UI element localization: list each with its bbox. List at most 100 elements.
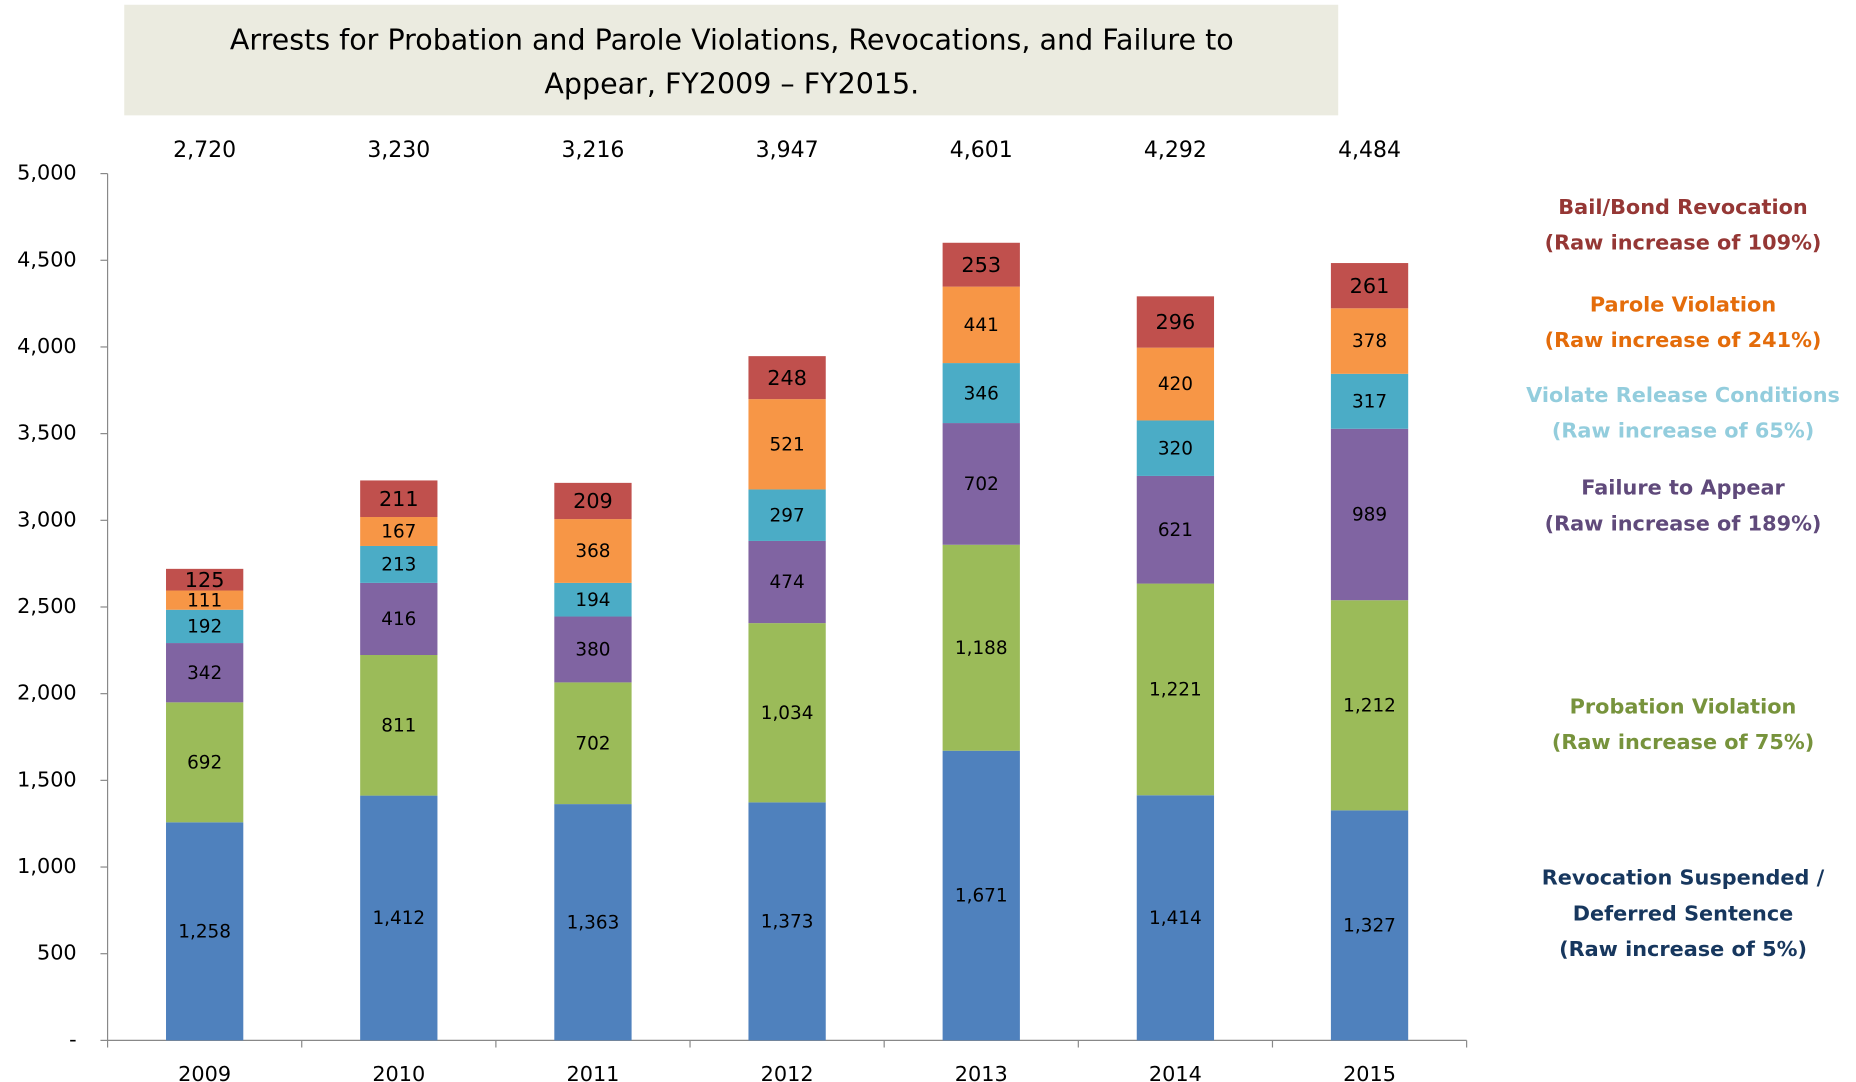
data-label: 1,258: [178, 922, 231, 943]
data-label: 346: [964, 383, 999, 404]
x-tick-label: 2010: [372, 1062, 425, 1082]
data-label: 380: [575, 640, 610, 661]
bar-segment: [360, 545, 438, 583]
legend-entry: Bail/Bond Revocation (Raw increase of 109…: [1505, 190, 1856, 261]
data-label: 1,412: [372, 908, 425, 929]
bar-segment: [942, 750, 1020, 1041]
x-tick-label: 2013: [955, 1062, 1008, 1082]
bar-segment: [554, 482, 632, 520]
bar-segment: [360, 795, 438, 1041]
data-label: 209: [573, 489, 613, 513]
data-label: 297: [770, 505, 805, 526]
data-label: 111: [187, 590, 222, 611]
data-label: 420: [1158, 374, 1193, 395]
bar-segment: [554, 519, 632, 583]
legend-note: (Raw increase of 189%): [1544, 512, 1822, 537]
data-label: 213: [381, 555, 416, 576]
bar-segment: [1136, 420, 1215, 476]
legend-entry: Probation Violation (Raw increase of 75%): [1505, 690, 1856, 761]
bar-segment: [360, 655, 438, 796]
data-label: 621: [1158, 520, 1193, 541]
bar-segment: [1136, 583, 1215, 796]
legend-entry: Failure to Appear (Raw increase of 189%): [1505, 471, 1856, 542]
legend-entry: Bail/Bond Revocation (Raw increase of 109…: [1505, 190, 1856, 261]
data-label: 1,327: [1343, 916, 1396, 937]
bar-segment: [166, 702, 244, 823]
data-label: 521: [770, 434, 805, 455]
legend-name: Revocation Suspended / Deferred Sentence: [1541, 866, 1825, 927]
data-label: 702: [575, 733, 610, 754]
data-label: 167: [381, 522, 416, 543]
bar-segment: [1330, 373, 1409, 429]
y-tick-label: 3,500: [17, 421, 77, 445]
legend-note: (Raw increase of 5%): [1559, 938, 1807, 962]
data-label: 368: [575, 541, 610, 562]
data-label: 248: [767, 366, 807, 390]
bar-segment: [1136, 347, 1215, 421]
legend-entry: Probation Violation (Raw increase of 75%): [1505, 690, 1856, 761]
legend-entry: Violate Release Conditions (Raw increase …: [1505, 378, 1856, 449]
bar-segment: [1330, 263, 1409, 309]
bar-segment: [360, 517, 438, 546]
bar-segment: [748, 399, 826, 490]
bar-segment: [1330, 600, 1409, 811]
bar-segment: [1136, 296, 1215, 348]
bar-segment: [748, 356, 826, 400]
total-label: 3,947: [756, 138, 819, 163]
legend-entry: Parole Violation (Raw increase of 241%): [1505, 288, 1856, 359]
bar-segment: [748, 489, 826, 541]
y-tick-label: 1,000: [17, 854, 77, 878]
bar-segment: [748, 540, 826, 624]
total-label: 4,292: [1144, 138, 1207, 163]
x-tick-label: 2014: [1149, 1062, 1202, 1082]
bar-segment: [942, 423, 1020, 545]
x-tick-label: 2015: [1343, 1062, 1396, 1082]
bar-segment: [748, 802, 826, 1041]
total-label: 3,230: [367, 138, 430, 163]
bar-segment: [942, 363, 1020, 424]
data-label: 1,221: [1149, 680, 1202, 701]
title-box: [124, 4, 1339, 116]
total-label: 3,216: [561, 138, 624, 163]
y-tick-label: 2,000: [17, 681, 77, 705]
y-tick-label: 2,500: [17, 594, 77, 618]
bar-segment: [554, 582, 632, 617]
data-label: 125: [185, 568, 225, 592]
y-tick-label: 5,000: [17, 161, 77, 185]
data-label: 1,373: [761, 912, 814, 933]
data-label: 416: [381, 609, 416, 630]
data-label: 320: [1158, 438, 1193, 459]
bar-segment: [554, 682, 632, 805]
y-tick-label: 3,000: [17, 507, 77, 531]
data-label: 1,188: [955, 638, 1008, 659]
bar-segment: [360, 582, 438, 656]
total-label: 4,484: [1338, 138, 1401, 163]
bar-segment: [1330, 810, 1409, 1041]
data-label: 1,363: [567, 912, 620, 933]
legend-entry: Failure to Appear (Raw increase of 189%): [1505, 471, 1856, 542]
total-label: 4,601: [950, 138, 1013, 163]
bar-segment: [942, 544, 1020, 751]
data-label: 1,212: [1343, 695, 1396, 716]
data-label: 1,414: [1149, 908, 1202, 929]
data-label: 296: [1156, 310, 1196, 334]
y-tick-label: 1,500: [17, 767, 77, 791]
legend-name: Parole Violation: [1589, 293, 1777, 318]
legend-note: (Raw increase of 75%): [1551, 731, 1815, 756]
data-label: 378: [1352, 331, 1387, 352]
data-label: 692: [187, 753, 222, 774]
bar-segment: [360, 480, 438, 518]
legend-entry: Violate Release Conditions (Raw increase …: [1505, 378, 1856, 449]
data-label: 194: [575, 590, 610, 611]
legend-name: Probation Violation: [1569, 695, 1797, 720]
legend-name: Failure to Appear: [1581, 476, 1785, 501]
bar-segment: [942, 242, 1020, 287]
legend-note: (Raw increase of 65%): [1551, 419, 1815, 444]
chart-title: Appear, FY2009 – FY2015.: [544, 68, 919, 101]
bar-segment: [166, 568, 244, 591]
y-tick-label: 4,500: [17, 247, 77, 271]
data-label: 474: [770, 572, 805, 593]
x-tick-label: 2012: [761, 1062, 814, 1082]
data-label: 1,034: [761, 703, 814, 724]
